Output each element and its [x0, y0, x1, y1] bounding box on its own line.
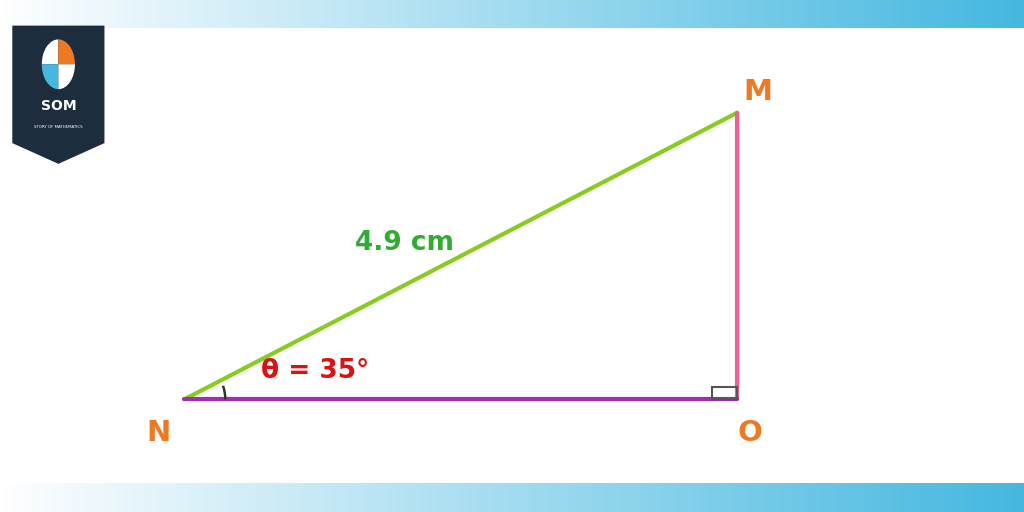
Text: M: M: [743, 78, 772, 106]
Wedge shape: [42, 65, 58, 89]
Bar: [712, 387, 737, 399]
Text: O: O: [737, 419, 763, 446]
Polygon shape: [12, 26, 104, 164]
Text: SOM: SOM: [41, 99, 76, 113]
Text: 4.9 cm: 4.9 cm: [355, 230, 454, 256]
Text: STORY OF MATHEMATICS: STORY OF MATHEMATICS: [34, 124, 83, 129]
Text: θ = 35°: θ = 35°: [261, 358, 370, 384]
Wedge shape: [58, 65, 75, 89]
Wedge shape: [58, 39, 75, 65]
Text: N: N: [146, 419, 171, 446]
Wedge shape: [42, 39, 58, 65]
